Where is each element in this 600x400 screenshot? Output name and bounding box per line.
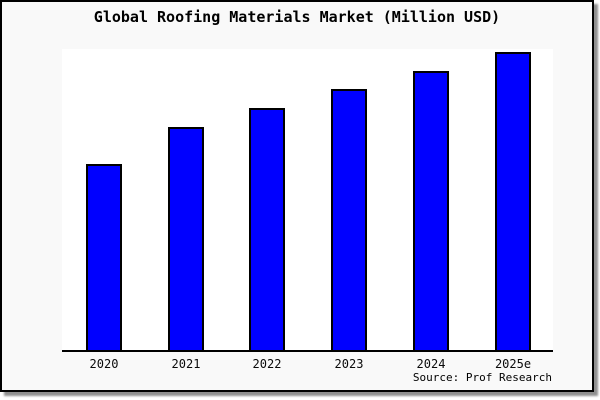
x-tick-label-2025e: 2025e [494, 357, 532, 371]
bar-2024 [413, 71, 449, 350]
bar-2025e [495, 52, 531, 350]
bar-2020 [86, 164, 122, 350]
x-tick-label-2024: 2024 [416, 357, 446, 371]
x-tick-label-2021: 2021 [171, 357, 201, 371]
x-tick-label-2023: 2023 [334, 357, 364, 371]
bar-2021 [168, 127, 204, 350]
x-tick-label-2022: 2022 [252, 357, 282, 371]
bar-2022 [249, 108, 285, 350]
chart-frame: Global Roofing Materials Market (Million… [0, 0, 594, 392]
bar-2023 [331, 89, 367, 350]
chart-title: Global Roofing Materials Market (Million… [93, 8, 501, 26]
plot-area [62, 49, 553, 352]
x-tick-label-2020: 2020 [89, 357, 119, 371]
source-note: Source: Prof Research [412, 371, 552, 384]
